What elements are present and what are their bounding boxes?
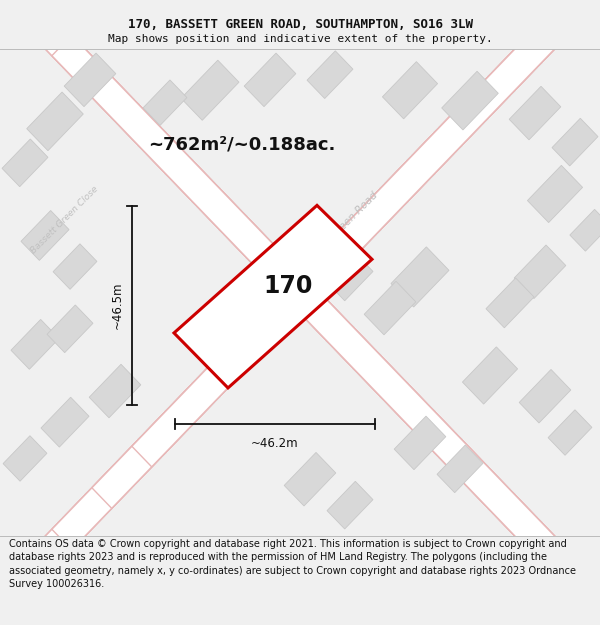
Polygon shape: [52, 0, 600, 550]
Polygon shape: [244, 53, 296, 107]
Polygon shape: [382, 62, 437, 119]
Polygon shape: [21, 211, 69, 261]
Polygon shape: [364, 281, 416, 335]
Polygon shape: [47, 305, 93, 352]
Polygon shape: [3, 436, 47, 481]
Polygon shape: [552, 118, 598, 166]
Text: ~762m²/~0.188ac.: ~762m²/~0.188ac.: [148, 135, 335, 153]
Polygon shape: [52, 35, 600, 625]
Polygon shape: [174, 206, 372, 388]
Text: 170: 170: [263, 274, 313, 298]
Polygon shape: [92, 77, 600, 625]
Polygon shape: [12, 0, 600, 591]
Text: Bassett Green Close: Bassett Green Close: [29, 184, 100, 256]
Polygon shape: [11, 319, 59, 369]
Polygon shape: [12, 0, 600, 625]
Polygon shape: [27, 92, 83, 151]
Polygon shape: [64, 53, 116, 107]
Polygon shape: [0, 0, 548, 550]
Polygon shape: [486, 278, 534, 328]
Polygon shape: [442, 71, 498, 130]
Polygon shape: [41, 398, 89, 447]
Polygon shape: [391, 247, 449, 307]
Polygon shape: [0, 0, 588, 591]
Polygon shape: [548, 410, 592, 455]
Polygon shape: [327, 253, 373, 301]
Polygon shape: [2, 139, 48, 187]
Polygon shape: [463, 347, 518, 404]
Text: 170, BASSETT GREEN ROAD, SOUTHAMPTON, SO16 3LW: 170, BASSETT GREEN ROAD, SOUTHAMPTON, SO…: [128, 19, 473, 31]
Polygon shape: [437, 445, 483, 493]
Text: Bassett Green Road: Bassett Green Road: [300, 190, 380, 271]
Polygon shape: [284, 452, 336, 506]
Polygon shape: [570, 209, 600, 251]
Polygon shape: [89, 364, 141, 418]
Polygon shape: [307, 51, 353, 99]
Text: ~46.5m: ~46.5m: [111, 282, 124, 329]
Polygon shape: [509, 86, 561, 140]
Polygon shape: [92, 0, 600, 508]
Polygon shape: [286, 221, 334, 271]
Polygon shape: [143, 80, 187, 126]
Polygon shape: [53, 244, 97, 289]
Text: ~46.2m: ~46.2m: [251, 437, 299, 449]
Polygon shape: [327, 481, 373, 529]
Polygon shape: [181, 60, 239, 120]
Polygon shape: [132, 0, 600, 467]
Text: Contains OS data © Crown copyright and database right 2021. This information is : Contains OS data © Crown copyright and d…: [9, 539, 576, 589]
Polygon shape: [394, 416, 446, 469]
Polygon shape: [519, 369, 571, 423]
Polygon shape: [514, 245, 566, 299]
Polygon shape: [527, 166, 583, 222]
Polygon shape: [0, 35, 548, 625]
Text: Map shows position and indicative extent of the property.: Map shows position and indicative extent…: [107, 34, 493, 44]
